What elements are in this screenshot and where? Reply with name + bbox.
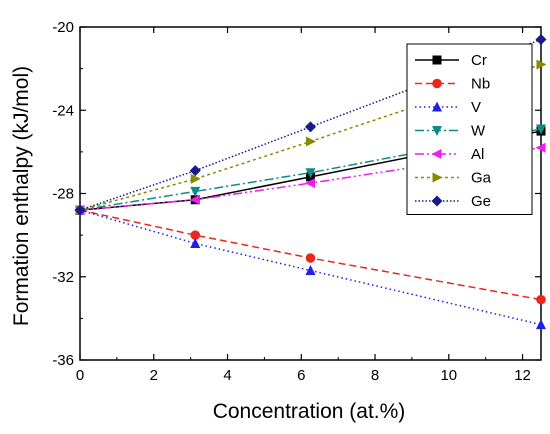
data-point-ga xyxy=(190,173,201,184)
series-v xyxy=(75,204,546,330)
data-point-ga xyxy=(306,136,316,147)
data-point-v xyxy=(190,237,201,248)
y-tick-label: -24 xyxy=(52,102,74,119)
legend-marker xyxy=(432,78,442,89)
x-tick-label: 6 xyxy=(297,367,305,384)
x-tick-label: 10 xyxy=(440,367,457,384)
legend: Cr Nb VW Al Ga Ge xyxy=(406,43,533,215)
data-point-nb xyxy=(305,253,316,263)
data-point-v xyxy=(305,265,316,276)
legend-item-w: W xyxy=(415,123,486,140)
x-tick-label: 8 xyxy=(371,367,379,384)
series-line-w xyxy=(79,128,542,211)
legend-item-cr: Cr xyxy=(415,52,487,69)
x-axis-title: Concentration (at.%) xyxy=(213,400,406,423)
legend-box xyxy=(406,43,533,215)
series-line-nb xyxy=(79,209,542,301)
y-tick-label: -36 xyxy=(52,352,74,369)
legend-marker xyxy=(432,172,443,183)
x-tick-label: 0 xyxy=(76,367,84,384)
legend-marker xyxy=(432,101,442,112)
legend-item-v: V xyxy=(415,99,481,116)
x-tick-label: 12 xyxy=(514,367,531,384)
y-axis-title: Formation enthalpy (kJ/mol) xyxy=(10,66,33,326)
data-point-ge xyxy=(189,165,201,177)
data-point-v xyxy=(536,319,546,330)
legend-marker xyxy=(432,126,442,136)
data-point-ga xyxy=(536,59,547,70)
legend-label: Ga xyxy=(471,170,492,187)
y-tick-label: -20 xyxy=(52,19,74,36)
y-tick-label: -32 xyxy=(52,269,74,286)
legend-label: Nb xyxy=(471,76,490,93)
data-point-nb xyxy=(190,230,201,240)
y-tick-label: -28 xyxy=(52,186,74,203)
legend-label: Al xyxy=(471,146,484,163)
legend-item-ga: Ga xyxy=(415,170,492,187)
data-point-w xyxy=(536,124,546,135)
axis-ticks: 0 2 4 6 8 10 12 -36 -32 -28 -24 -20 xyxy=(52,19,541,384)
data-point-w xyxy=(190,186,201,197)
legend-marker xyxy=(431,195,443,207)
series-nb xyxy=(75,205,546,305)
data-point-w xyxy=(305,168,316,179)
legend-item-al: Al xyxy=(415,146,484,163)
data-point-al xyxy=(189,194,200,205)
x-tick-label: 2 xyxy=(150,367,158,384)
data-point-al xyxy=(305,178,315,189)
x-tick-label: 4 xyxy=(223,367,231,384)
legend-label: Ge xyxy=(471,193,491,210)
data-point-al xyxy=(535,142,546,153)
series-line-v xyxy=(79,209,542,326)
legend-label: Cr xyxy=(471,52,487,69)
legend-item-nb: Nb xyxy=(415,76,490,93)
data-point-ge xyxy=(74,204,86,216)
legend-item-ge: Ge xyxy=(415,193,491,210)
legend-marker xyxy=(431,149,442,159)
data-point-ge xyxy=(535,33,547,45)
legend-label: W xyxy=(471,123,486,140)
legend-label: V xyxy=(471,99,481,116)
data-point-nb xyxy=(536,294,546,305)
legend-marker xyxy=(432,55,442,65)
data-point-ge xyxy=(305,121,316,133)
